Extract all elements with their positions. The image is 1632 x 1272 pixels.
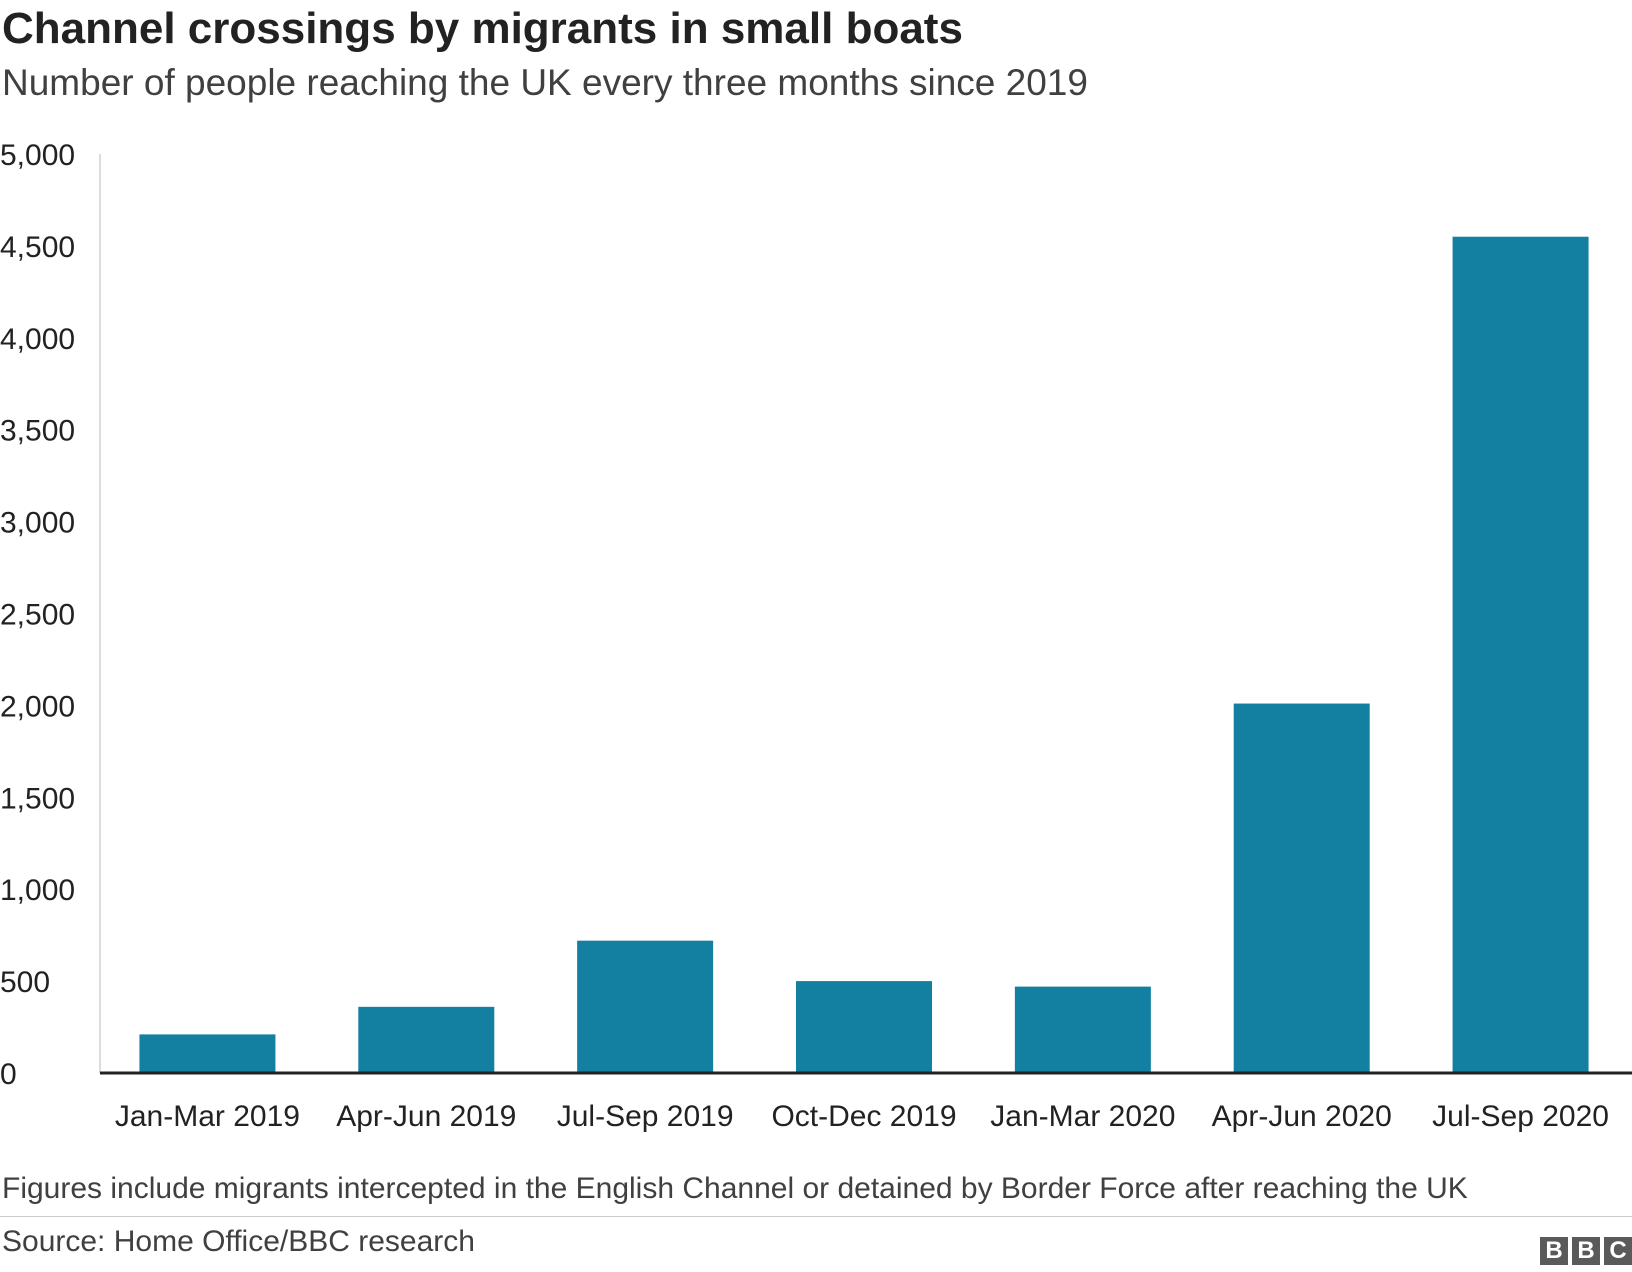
y-tick-label: 2,500 bbox=[0, 599, 75, 632]
y-tick-label: 500 bbox=[0, 966, 50, 999]
chart-subtitle: Number of people reaching the UK every t… bbox=[2, 62, 1088, 103]
bar bbox=[796, 981, 932, 1073]
x-tick-label: Jul-Sep 2019 bbox=[557, 1100, 734, 1133]
y-tick-label: 0 bbox=[0, 1058, 17, 1091]
bbc-logo-letter: C bbox=[1604, 1237, 1632, 1265]
footer-divider bbox=[0, 1216, 1632, 1217]
y-tick-label: 1,500 bbox=[0, 782, 75, 815]
y-tick-label: 1,000 bbox=[0, 874, 75, 907]
bar bbox=[1233, 703, 1370, 1073]
x-tick-label: Oct-Dec 2019 bbox=[771, 1100, 956, 1133]
bbc-logo-letter: B bbox=[1540, 1237, 1568, 1265]
y-tick-label: 2,000 bbox=[0, 690, 75, 723]
bar bbox=[1452, 236, 1589, 1073]
x-tick-label: Jan-Mar 2020 bbox=[990, 1100, 1175, 1133]
chart-source: Source: Home Office/BBC research bbox=[2, 1225, 475, 1258]
bbc-logo: B B C bbox=[1540, 1237, 1632, 1265]
bar bbox=[1014, 986, 1151, 1073]
y-tick-label: 4,500 bbox=[0, 231, 75, 264]
y-tick-label: 4,000 bbox=[0, 323, 75, 356]
y-tick-label: 3,500 bbox=[0, 415, 75, 448]
y-tick-label: 5,000 bbox=[0, 139, 75, 172]
bar bbox=[358, 1006, 495, 1073]
chart-title: Channel crossings by migrants in small b… bbox=[2, 4, 963, 53]
chart-note: Figures include migrants intercepted in … bbox=[2, 1172, 1468, 1205]
bar bbox=[577, 940, 714, 1073]
y-tick-label: 3,000 bbox=[0, 507, 75, 540]
x-tick-label: Apr-Jun 2019 bbox=[336, 1100, 516, 1133]
x-tick-label: Jul-Sep 2020 bbox=[1432, 1100, 1609, 1133]
x-tick-label: Jan-Mar 2019 bbox=[115, 1100, 300, 1133]
bbc-logo-letter: B bbox=[1572, 1237, 1600, 1265]
bar bbox=[139, 1034, 276, 1073]
x-tick-label: Apr-Jun 2020 bbox=[1212, 1100, 1392, 1133]
bar-chart: 0 500 1,000 1,500 2,000 2,500 3,000 3,500 4,000 4… bbox=[0, 139, 1632, 1133]
